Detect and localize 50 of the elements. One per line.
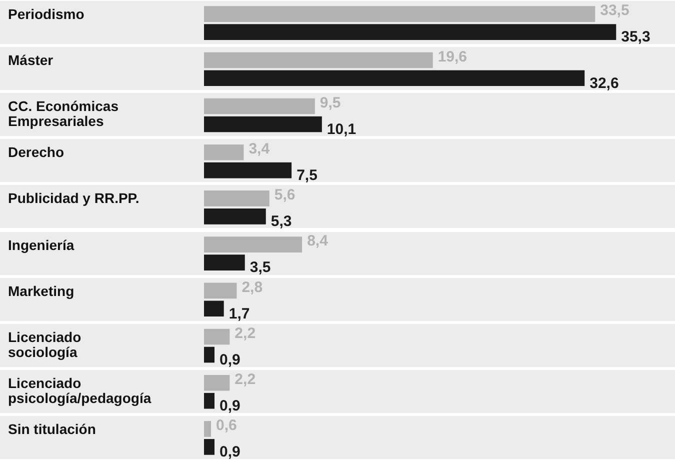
data-label: 10,1 [326, 120, 356, 138]
bar [204, 254, 245, 270]
y-tick-label: CC. Económicas Empresariales [8, 98, 120, 130]
y-tick-label: Publicidad y RR.PP. [8, 190, 140, 206]
bar [204, 300, 224, 317]
data-label: 0,9 [220, 351, 240, 368]
data-label: 3,4 [248, 140, 270, 158]
data-label: 2,2 [234, 324, 256, 342]
y-tick-label: Sin titulación [8, 420, 97, 437]
bar [204, 421, 212, 437]
y-tick-label: Derecho [8, 144, 66, 160]
data-label: 19,6 [438, 48, 468, 66]
bar [204, 98, 315, 114]
data-label: 8,4 [307, 232, 329, 250]
data-label: 32,6 [590, 74, 619, 92]
y-tick-label: Máster [8, 52, 54, 68]
data-label: 5,3 [270, 213, 292, 230]
bar [204, 162, 292, 178]
data-label: 5,6 [274, 186, 296, 204]
bar [204, 439, 215, 455]
y-tick-label: Periodismo [8, 6, 86, 22]
data-label: 0,9 [220, 444, 240, 461]
bar [204, 52, 433, 68]
bar [204, 392, 215, 409]
data-label: 0,9 [220, 397, 240, 414]
bar [204, 24, 616, 40]
bar [204, 6, 596, 22]
bar [204, 208, 266, 224]
bar [204, 116, 322, 132]
data-label: 2,2 [234, 371, 256, 388]
bar [204, 346, 215, 363]
data-label: 2,8 [242, 278, 263, 296]
data-label: 33,5 [600, 2, 630, 20]
bar [204, 282, 237, 299]
bar [204, 328, 230, 345]
bar [204, 374, 230, 391]
data-label: 3,5 [250, 259, 271, 276]
bar [204, 70, 585, 86]
y-tick-label: Ingeniería [8, 236, 76, 252]
bar [204, 144, 244, 160]
data-label: 7,5 [296, 166, 318, 184]
data-label: 0,6 [216, 417, 237, 434]
y-tick-label: Marketing [8, 282, 76, 299]
data-label: 1,7 [228, 305, 250, 322]
bar [204, 236, 302, 252]
y-tick-label: Licenciado psicología/pedagogía [8, 374, 152, 406]
bar [204, 190, 270, 206]
data-label: 35,3 [621, 28, 650, 46]
data-label: 9,5 [320, 94, 341, 112]
y-tick-label: Licenciado sociología [8, 328, 82, 360]
